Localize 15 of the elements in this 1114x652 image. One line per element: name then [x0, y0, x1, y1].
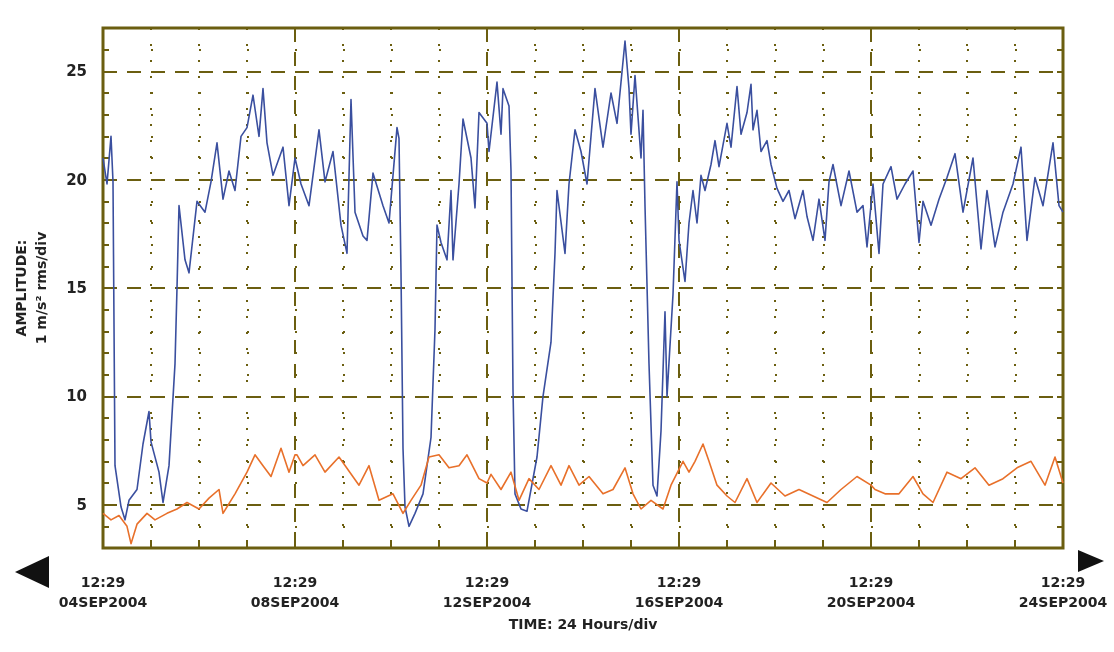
y-tick-label: 20 [66, 170, 87, 189]
y-tick-label: 10 [66, 387, 87, 406]
line-series [102, 40, 1064, 528]
x-tick-label: 12:29 12SEP2004 [442, 574, 532, 610]
y-axis-title: AMPLITUDE: 1 m/s² rms/div [13, 231, 49, 345]
x-axis-title: TIME: 24 Hours/div [508, 615, 658, 632]
y-tick-label: 5 [76, 495, 87, 514]
y-tick-label: 25 [66, 62, 87, 81]
x-tick-label: 12:29 24SEP2004 [1018, 574, 1108, 610]
y-tick-label: 15 [66, 279, 87, 297]
x-tick-label: 12:29 16SEP2004 [634, 574, 724, 610]
x-tick-label: 12:29 20SEP2004 [826, 574, 916, 610]
line-series [102, 443, 1064, 545]
x-tick-label: 12:29 04SEP2004 [58, 574, 148, 610]
x-tick-label: 12:29 08SEP2004 [250, 574, 340, 610]
